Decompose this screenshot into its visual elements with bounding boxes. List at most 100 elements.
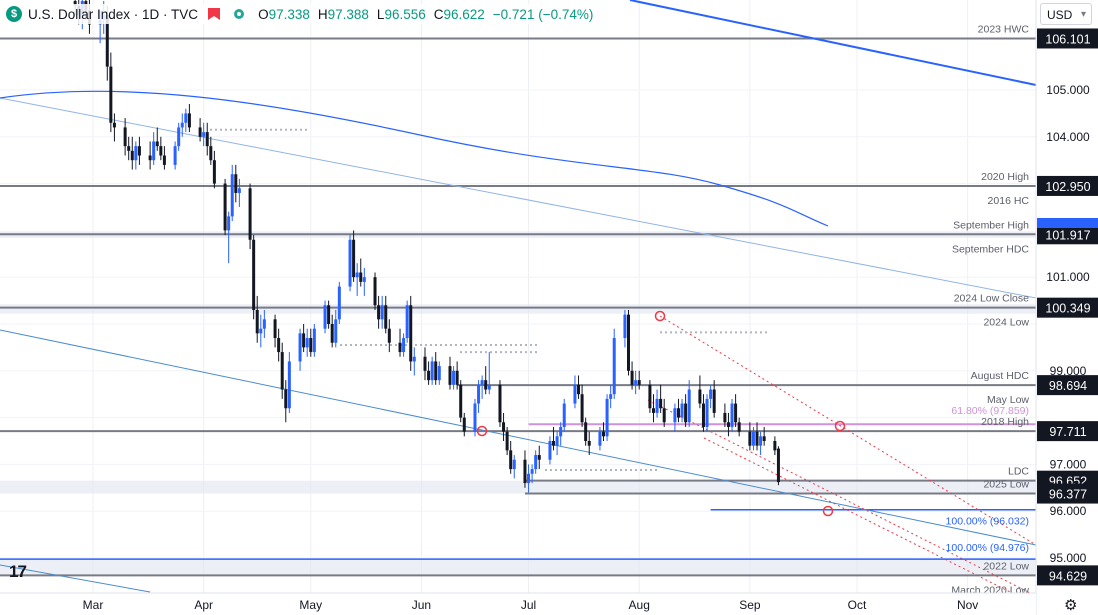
candle-body <box>705 398 709 427</box>
candle-body <box>180 122 184 128</box>
candle-body <box>584 422 588 441</box>
candle-body <box>537 455 541 460</box>
pivot-circle <box>476 425 488 437</box>
level-label: August HDC <box>971 370 1030 382</box>
price-tick-label: 97.000 <box>1050 457 1087 471</box>
candle-body <box>105 15 109 67</box>
candle-body <box>473 403 477 432</box>
candle-body <box>255 309 259 334</box>
candle-body <box>423 356 427 371</box>
candle-body <box>284 389 288 409</box>
candle-body <box>405 305 409 339</box>
price-tick-label: 105.000 <box>1046 83 1090 97</box>
candle-body <box>209 146 213 161</box>
level-label: 2024 Low <box>983 317 1029 329</box>
candle-body <box>362 277 366 282</box>
candle-body <box>573 384 577 404</box>
pivot-markers <box>476 310 846 517</box>
candle-body <box>248 188 252 240</box>
candle-body <box>187 113 191 128</box>
currency-selector[interactable]: USD <box>1040 3 1092 26</box>
candle-body <box>762 436 766 441</box>
candle-body <box>402 338 406 353</box>
candle-body <box>698 389 702 404</box>
candle-body <box>548 441 552 460</box>
candle-body <box>659 398 663 409</box>
symbol-title[interactable]: U.S. Dollar Index · 1D · TVC <box>28 6 199 22</box>
candle-body <box>562 403 566 427</box>
candle-body <box>455 370 459 385</box>
ohlc-open: O97.338 <box>258 6 310 22</box>
price-badge-label: 97.711 <box>1049 425 1086 439</box>
candle-body <box>127 146 131 151</box>
candle-body <box>502 422 506 432</box>
price-badge <box>1037 421 1098 442</box>
price-tick-label: 104.000 <box>1046 130 1090 144</box>
candle-body <box>323 305 327 329</box>
candle-body <box>480 380 484 385</box>
candle-body <box>262 319 266 329</box>
candle-body <box>627 314 630 371</box>
candle-body <box>434 361 438 381</box>
fib-label: 61.80% (97.859) <box>951 405 1029 417</box>
month-label: Apr <box>194 598 213 612</box>
level-label: September High <box>953 219 1029 231</box>
candle-body <box>648 384 652 409</box>
candle-body <box>273 319 277 339</box>
candle-body <box>523 459 527 484</box>
price-tick-label: 101.000 <box>1046 270 1090 284</box>
candle-body <box>205 132 209 147</box>
candle-body <box>387 328 391 343</box>
candle-body <box>152 141 156 161</box>
candle-body <box>380 305 384 320</box>
candle-body <box>712 389 716 413</box>
ohlc-change: −0.721 (−0.74%) <box>492 6 594 22</box>
candle-body <box>237 188 241 193</box>
lower-slope-line-2 <box>0 564 151 593</box>
candle-body <box>580 394 584 423</box>
candle-body <box>498 384 502 423</box>
candle-body <box>602 431 606 437</box>
candle-body <box>355 272 359 278</box>
grid-lines <box>0 0 1036 593</box>
candle-body <box>309 338 313 353</box>
candle-body <box>755 431 759 446</box>
trendlines <box>0 0 1037 606</box>
candle-body <box>198 127 202 137</box>
channel-mid-line <box>703 437 1037 606</box>
candle-body <box>384 305 388 329</box>
candle-body <box>651 408 655 413</box>
flag-icon[interactable] <box>208 8 221 20</box>
candle-body <box>134 146 138 161</box>
candle-body <box>673 408 677 423</box>
legend-header: $ U.S. Dollar Index · 1D · TVC O97.338 H… <box>6 4 608 24</box>
candle-body <box>759 436 763 446</box>
candle-body <box>277 338 281 353</box>
tradingview-logo: 17 <box>9 562 27 581</box>
candle-body <box>409 305 413 362</box>
price-axis[interactable]: 105.000 104.000 101.000 99.000 97.000 96.000 9… <box>1035 0 1098 615</box>
candle-body <box>484 380 488 390</box>
candle-body <box>112 122 116 128</box>
pivot-circle <box>822 505 834 517</box>
time-axis[interactable]: Mar Apr May Jun Jul Aug Sep Oct Nov <box>0 592 1036 615</box>
candle-body <box>302 333 306 348</box>
price-badge <box>1037 224 1098 245</box>
level-label: 2020 High <box>981 171 1029 183</box>
candle-body <box>252 239 256 310</box>
candle-body <box>177 127 181 147</box>
candle-body <box>337 286 341 320</box>
price-badge-label: 102.950 <box>1045 180 1090 194</box>
candle-body <box>430 361 434 381</box>
candle-body <box>612 338 616 395</box>
candle-body <box>259 328 263 334</box>
level-labels: 2023 HWC 2020 High 2016 HC September High Se… <box>946 23 1030 596</box>
candle-body <box>487 384 491 390</box>
ohlc-close: C96.622 <box>433 6 485 22</box>
gear-icon[interactable]: ⚙ <box>1064 597 1078 614</box>
candle-body <box>512 459 516 470</box>
candle-body <box>327 305 331 324</box>
candle-body <box>162 155 166 165</box>
month-label: Aug <box>629 598 650 612</box>
